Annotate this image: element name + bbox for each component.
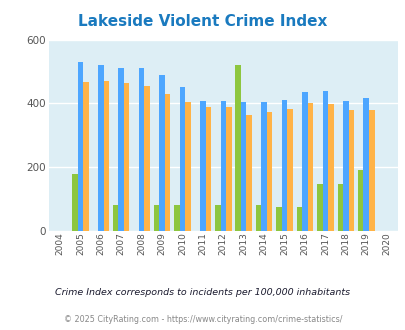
Bar <box>174 206 179 231</box>
Bar <box>144 86 149 231</box>
Bar <box>281 100 287 231</box>
Bar <box>322 91 327 231</box>
Bar <box>205 107 211 231</box>
Bar <box>241 102 246 231</box>
Text: Crime Index corresponds to incidents per 100,000 inhabitants: Crime Index corresponds to incidents per… <box>55 287 350 297</box>
Text: Lakeside Violent Crime Index: Lakeside Violent Crime Index <box>78 14 327 29</box>
Bar <box>327 104 333 231</box>
Bar <box>226 107 231 231</box>
Bar <box>301 92 307 231</box>
Bar <box>200 101 205 231</box>
Bar <box>103 81 109 231</box>
Bar <box>83 82 88 231</box>
Bar <box>215 206 220 231</box>
Bar <box>153 206 159 231</box>
Bar <box>296 207 301 231</box>
Bar <box>220 101 226 231</box>
Bar <box>118 68 124 231</box>
Bar <box>316 184 322 231</box>
Bar <box>255 206 261 231</box>
Bar <box>113 205 118 231</box>
Bar <box>179 87 185 231</box>
Bar <box>246 115 252 231</box>
Bar <box>159 75 164 231</box>
Bar <box>98 65 103 231</box>
Bar <box>287 109 292 231</box>
Bar <box>266 112 272 231</box>
Text: © 2025 CityRating.com - https://www.cityrating.com/crime-statistics/: © 2025 CityRating.com - https://www.city… <box>64 315 341 324</box>
Bar <box>368 110 373 231</box>
Bar <box>139 68 144 231</box>
Bar <box>124 82 129 231</box>
Bar <box>72 174 77 231</box>
Bar <box>235 65 241 231</box>
Bar <box>357 170 362 231</box>
Bar <box>261 102 266 231</box>
Bar <box>164 94 170 231</box>
Bar <box>342 101 348 231</box>
Bar <box>185 102 190 231</box>
Bar <box>307 103 313 231</box>
Bar <box>362 98 368 231</box>
Bar <box>337 184 342 231</box>
Bar <box>348 110 353 231</box>
Bar <box>276 207 281 231</box>
Bar <box>77 62 83 231</box>
